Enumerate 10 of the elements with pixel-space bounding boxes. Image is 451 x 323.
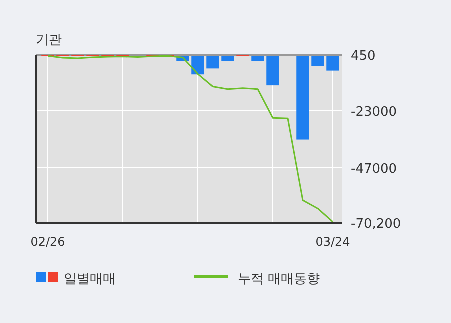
legend-label: 일별매매 [64,272,116,287]
y-tick-label: 450 [351,49,376,64]
chart-title: 기관 [36,33,62,48]
y-tick-label: -23000 [351,104,398,120]
x-tick-label: 03/24 [316,235,350,249]
y-tick-label: -70,200 [351,217,402,232]
y-tick-label: -47000 [351,162,398,177]
line-series [47,55,334,223]
legend-label: 누적 매매동향 [238,272,320,287]
x-tick-label: 02/26 [30,235,66,249]
